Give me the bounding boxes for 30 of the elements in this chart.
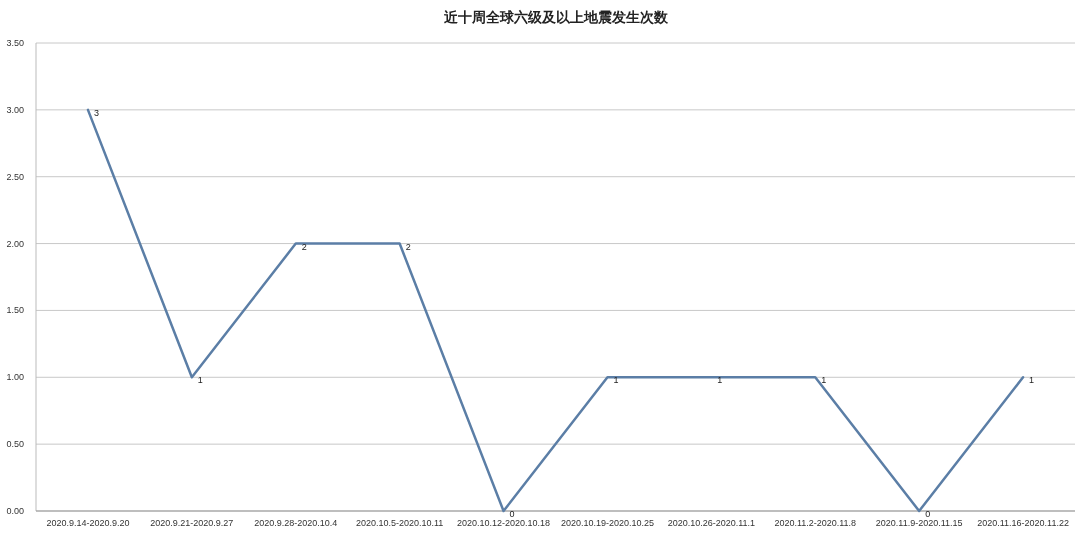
x-tick-label: 2020.9.28-2020.10.4 — [254, 518, 338, 528]
data-label: 0 — [925, 509, 931, 519]
y-tick-label: 2.50 — [6, 171, 24, 182]
y-tick-label: 1.00 — [6, 372, 24, 383]
data-label: 1 — [1029, 375, 1035, 386]
x-tick-label: 2020.9.21-2020.9.27 — [150, 518, 234, 528]
x-tick-label: 2020.10.19-2020.10.25 — [560, 518, 654, 528]
x-tick-label: 2020.11.2-2020.11.8 — [774, 518, 857, 528]
data-label: 2 — [405, 241, 411, 252]
x-tick-label: 2020.10.26-2020.11.1 — [667, 518, 756, 528]
data-label: 2 — [301, 241, 307, 252]
data-label: 1 — [197, 375, 203, 386]
line-series — [86, 108, 1025, 513]
x-tick-label: 2020.10.12-2020.10.18 — [457, 518, 551, 528]
data-label: 1 — [821, 375, 827, 386]
y-tick-label: 0.00 — [6, 506, 24, 516]
y-tick-label: 0.50 — [6, 439, 24, 450]
y-tick-label: 3.50 — [6, 38, 24, 48]
x-tick-label: 2020.10.5-2020.10.11 — [355, 518, 444, 528]
data-label: 1 — [717, 375, 723, 386]
y-tick-label: 3.00 — [6, 104, 24, 115]
data-label: 1 — [613, 375, 619, 386]
x-tick-label: 2020.11.9-2020.11.15 — [875, 518, 963, 528]
x-tick-label: 2020.9.14-2020.9.20 — [46, 518, 130, 528]
data-label: 3 — [93, 107, 99, 118]
chart-title: 近十周全球六级及以上地震发生次数 — [442, 9, 669, 25]
data-label: 0 — [509, 509, 515, 519]
y-tick-label: 1.50 — [6, 305, 24, 316]
y-tick-label: 2.00 — [6, 238, 24, 249]
x-tick-label: 2020.11.16-2020.11.22 — [977, 518, 1069, 528]
